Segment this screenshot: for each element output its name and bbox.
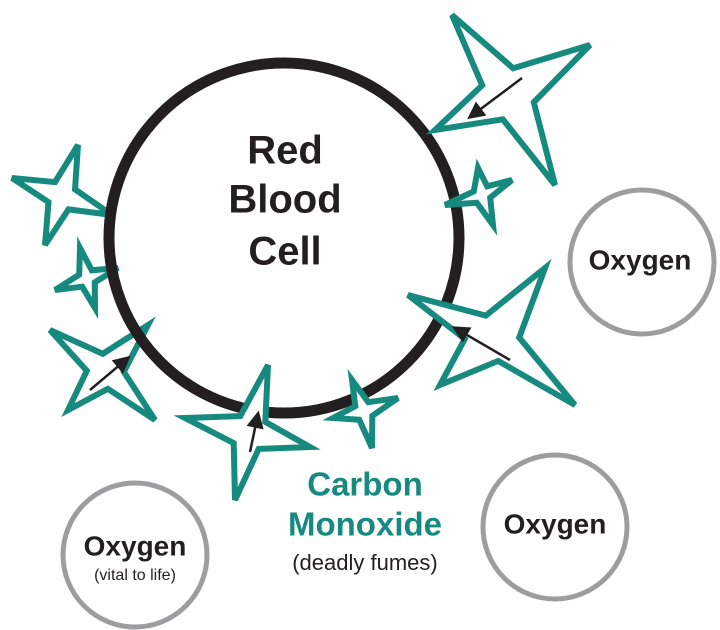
oxygen-label: Oxygen <box>504 508 607 539</box>
co-label: Carbon <box>307 466 423 503</box>
oxygen-note: (vital to life) <box>94 567 176 584</box>
diagram: Red Blood Cell Oxygen Oxygen Oxygen (vit… <box>0 0 720 630</box>
carbon-monoxide-molecules-front <box>185 15 590 500</box>
co-label: Monoxide <box>288 506 442 543</box>
co-star <box>435 15 590 185</box>
cell-label: Red <box>247 129 323 173</box>
carbon-monoxide-molecules <box>12 145 155 420</box>
cell-label: Blood <box>228 178 341 222</box>
co-note: (deadly fumes) <box>292 550 438 575</box>
oxygen-label: Oxygen <box>589 244 692 275</box>
co-star <box>12 145 112 245</box>
cell-label: Cell <box>248 230 321 274</box>
co-star <box>185 365 310 500</box>
oxygen-label: Oxygen <box>84 530 187 561</box>
